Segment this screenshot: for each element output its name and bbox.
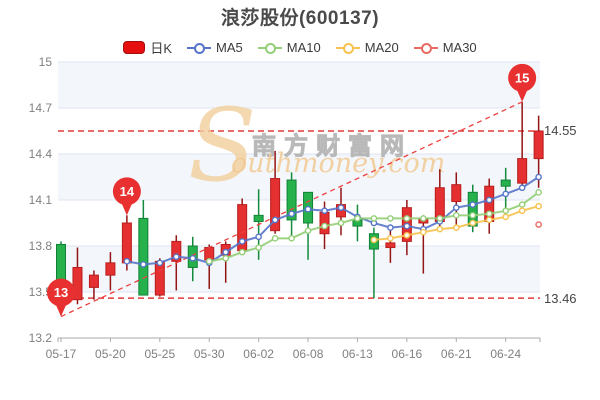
legend-label: MA10 (286, 40, 321, 55)
page-title: 浪莎股份(600137) (220, 8, 380, 29)
marker-pin[interactable]: 13 (47, 278, 75, 317)
x-axis-labels: 05-17 05-20 05-25 05-30 06-02 06-08 06-13 06-16… (46, 347, 522, 361)
legend-marker-dot (194, 42, 206, 54)
x-tick-label: 06-16 (392, 347, 423, 361)
ma10-line (205, 189, 542, 265)
candle[interactable] (105, 252, 116, 291)
dayk-swatch-icon (123, 41, 146, 54)
x-tick-label: 06-24 (490, 347, 521, 361)
x-tick-label: 05-30 (194, 347, 225, 361)
legend-label: MA5 (216, 40, 243, 55)
candle[interactable] (385, 227, 396, 263)
legend-marker-dot (342, 42, 354, 54)
candle[interactable] (286, 172, 297, 239)
candle[interactable] (484, 178, 495, 234)
ma20-line-icon (335, 42, 360, 54)
x-tick-label: 05-20 (95, 347, 126, 361)
legend-item-ma30[interactable]: MA30 (413, 40, 477, 55)
x-tick-label: 05-17 (46, 347, 77, 361)
marker-pin[interactable]: 14 (112, 177, 141, 216)
candle[interactable] (352, 204, 363, 242)
x-tick-label: 06-08 (293, 347, 324, 361)
candle[interactable] (88, 270, 99, 300)
legend-label: MA20 (364, 40, 399, 55)
candle[interactable] (138, 200, 149, 296)
legend: 日K MA5 MA10 MA20 MA30 (0, 38, 600, 57)
x-axis (57, 337, 541, 342)
x-tick-label: 06-21 (441, 347, 472, 361)
marker-pin-label: 15 (515, 70, 529, 85)
candle[interactable] (500, 167, 511, 208)
marker-pin-label: 13 (54, 285, 68, 300)
ma5-line (123, 173, 542, 268)
candle[interactable] (418, 215, 429, 274)
ma20-line (370, 202, 542, 244)
legend-item-ma5[interactable]: MA5 (187, 40, 243, 55)
x-tick-label: 06-13 (342, 347, 373, 361)
y-axis-labels: 15 14.7 14.4 14.1 13.8 13.5 13.2 (29, 55, 53, 345)
legend-label: MA30 (442, 40, 477, 55)
legend-item-dayk[interactable]: 日K (123, 38, 172, 57)
y-tick-label: 14.7 (29, 101, 53, 115)
y-tick-label: 13.8 (29, 239, 53, 253)
candle[interactable] (303, 191, 314, 260)
legend-marker-dot (420, 42, 432, 54)
legend-item-ma10[interactable]: MA10 (257, 40, 321, 55)
x-tick-label: 05-25 (144, 347, 175, 361)
candle[interactable] (517, 101, 528, 188)
marker-pin-label: 14 (120, 184, 135, 199)
high-reference-price-label: 14.55 (544, 123, 577, 138)
ma30-line-icon (413, 42, 438, 54)
reference-lines (58, 130, 540, 299)
y-tick-label: 14.4 (29, 147, 53, 161)
ma5-line-icon (187, 42, 212, 54)
ma30-line (535, 221, 542, 228)
x-tick-label: 06-02 (243, 347, 274, 361)
trend-line (60, 101, 523, 318)
legend-marker-dot (264, 42, 276, 54)
y-tick-label: 13.5 (29, 285, 53, 299)
y-tick-label: 14.1 (29, 193, 53, 207)
candle[interactable] (220, 241, 231, 283)
low-reference-price-label: 13.46 (544, 291, 577, 306)
candle[interactable] (72, 247, 83, 305)
ma10-line-icon (257, 42, 282, 54)
y-tick-label: 13.2 (29, 331, 53, 345)
candle[interactable] (204, 244, 215, 289)
y-tick-label: 15 (39, 55, 53, 69)
marker-pin[interactable]: 15 (508, 63, 537, 102)
candle[interactable] (451, 172, 462, 231)
candle[interactable] (335, 187, 346, 236)
legend-item-ma20[interactable]: MA20 (335, 40, 399, 55)
legend-label: 日K (150, 41, 173, 56)
